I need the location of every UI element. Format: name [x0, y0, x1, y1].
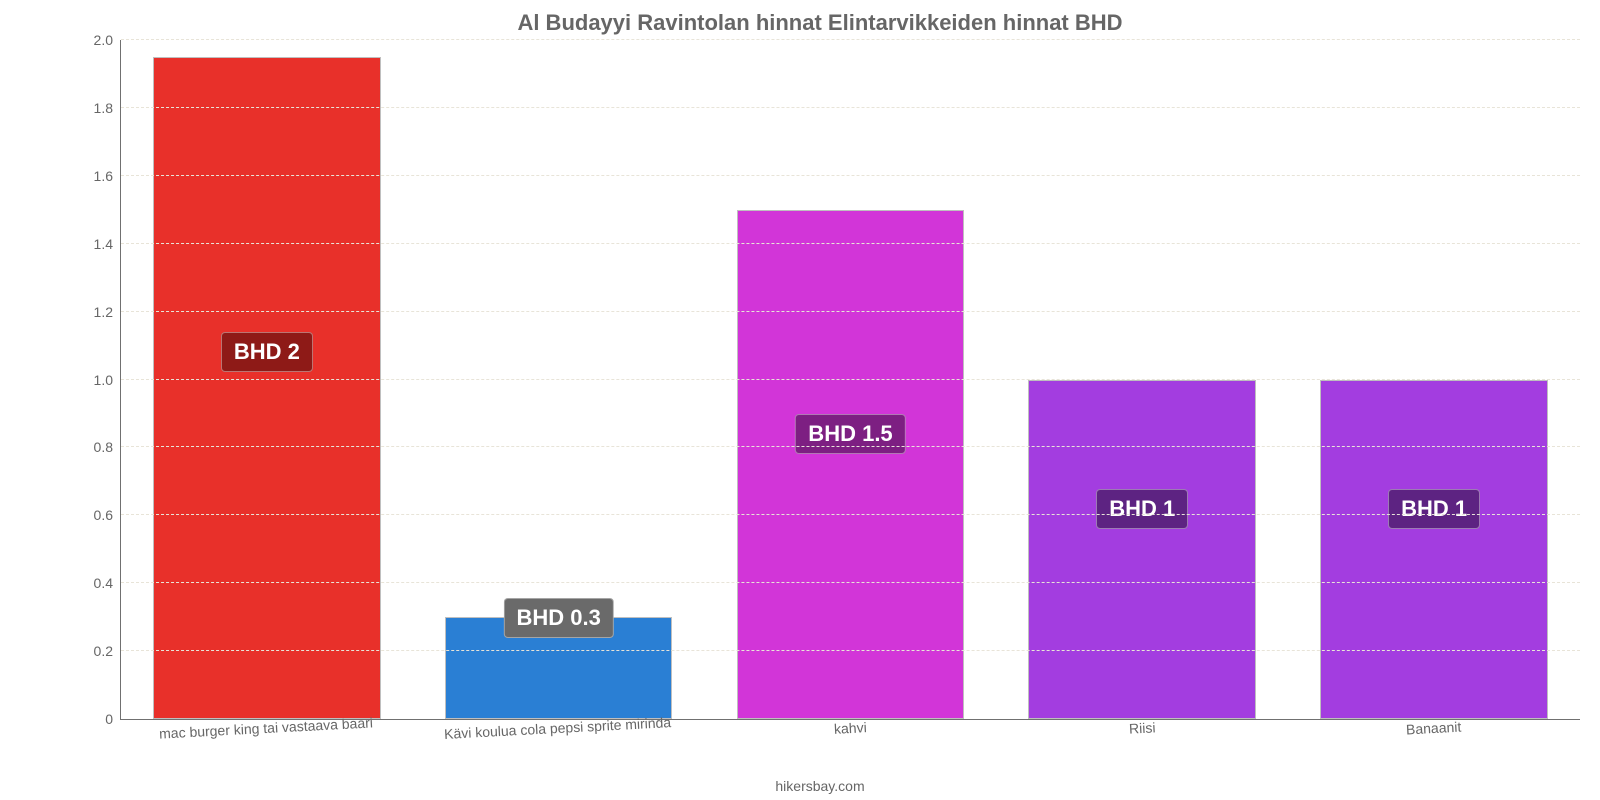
bar: BHD 1	[1028, 380, 1256, 720]
bar-slot: BHD 0.3	[413, 40, 705, 719]
bar-value-label: BHD 1	[1388, 489, 1480, 529]
gridline	[121, 311, 1580, 312]
x-tick-label: kahvi	[833, 719, 866, 737]
bar-chart: Al Budayyi Ravintolan hinnat Elintarvikk…	[60, 0, 1580, 800]
y-tick-label: 0.2	[94, 643, 121, 659]
bar: BHD 2	[153, 57, 381, 719]
y-tick-label: 1.2	[94, 304, 121, 320]
gridline	[121, 650, 1580, 651]
bar-slot: BHD 1	[996, 40, 1288, 719]
plot-area: BHD 2BHD 0.3BHD 1.5BHD 1BHD 1 00.20.40.6…	[120, 40, 1580, 720]
y-tick-label: 1.6	[94, 168, 121, 184]
gridline	[121, 175, 1580, 176]
bar-slot: BHD 2	[121, 40, 413, 719]
x-tick-label: Banaanit	[1406, 719, 1462, 738]
x-label-slot: Banaanit	[1288, 720, 1580, 770]
y-tick-label: 1.0	[94, 372, 121, 388]
gridline	[121, 243, 1580, 244]
gridline	[121, 107, 1580, 108]
x-tick-label: Riisi	[1128, 719, 1155, 736]
x-axis-labels: mac burger king tai vastaava baariKävi k…	[120, 720, 1580, 770]
bar-slot: BHD 1.5	[705, 40, 997, 719]
bar: BHD 1.5	[737, 210, 965, 719]
y-tick-label: 0	[105, 711, 121, 727]
x-label-slot: Kävi koulua cola pepsi sprite mirinda	[412, 720, 704, 770]
gridline	[121, 514, 1580, 515]
x-label-slot: kahvi	[704, 720, 996, 770]
bars-container: BHD 2 BHD 0.3 BHD 1.5 BHD 1 BHD 1	[121, 40, 1580, 719]
bar-slot: BHD 1	[1288, 40, 1580, 719]
y-tick-label: 1.4	[94, 236, 121, 252]
x-label-slot: Riisi	[996, 720, 1288, 770]
bar: BHD 1	[1320, 380, 1548, 720]
y-tick-label: 0.6	[94, 507, 121, 523]
bar-value-label: BHD 1	[1096, 489, 1188, 529]
x-label-slot: mac burger king tai vastaava baari	[120, 720, 412, 770]
gridline	[121, 582, 1580, 583]
bar-value-label: BHD 1.5	[795, 414, 905, 454]
gridline	[121, 446, 1580, 447]
y-tick-label: 0.4	[94, 575, 121, 591]
bar-value-label: BHD 0.3	[504, 598, 614, 638]
bar-value-label: BHD 2	[221, 332, 313, 372]
y-tick-label: 0.8	[94, 439, 121, 455]
gridline	[121, 39, 1580, 40]
y-tick-label: 2.0	[94, 32, 121, 48]
gridline	[121, 379, 1580, 380]
bar: BHD 0.3	[445, 617, 673, 719]
attribution-text: hikersbay.com	[60, 778, 1580, 794]
y-tick-label: 1.8	[94, 100, 121, 116]
chart-title: Al Budayyi Ravintolan hinnat Elintarvikk…	[60, 0, 1580, 40]
